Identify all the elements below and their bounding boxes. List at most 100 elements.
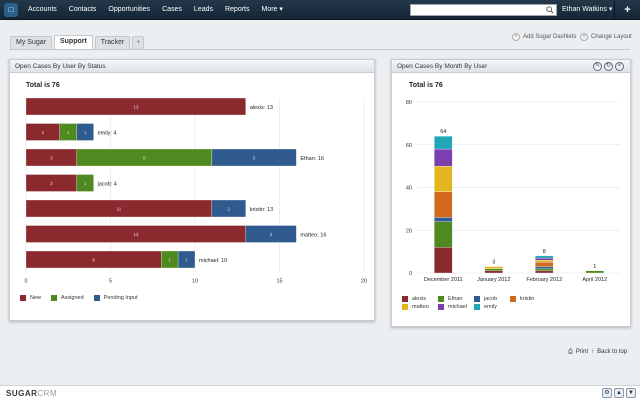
legend-item[interactable]: Ethan <box>438 295 474 303</box>
bar-segment <box>434 217 453 222</box>
bar-value-label: 2 <box>228 207 231 212</box>
legend-item[interactable]: alexis <box>402 295 438 303</box>
bar-value-label: 13 <box>133 105 139 110</box>
bar-segment <box>535 255 554 259</box>
x-tick-label: 15 <box>276 279 282 285</box>
nav-opportunities[interactable]: Opportunities <box>108 6 151 13</box>
bar-value-label: 3 <box>270 232 273 237</box>
legend-item[interactable]: emily <box>474 303 510 311</box>
close-icon[interactable]: × <box>615 62 624 71</box>
legend-swatch <box>51 295 58 301</box>
legend-label: alexis <box>412 296 427 302</box>
legend-item[interactable]: jacob <box>474 295 510 303</box>
bar-segment <box>484 270 503 274</box>
bar-total-label: 8 <box>543 249 546 255</box>
tab-tracker[interactable]: Tracker <box>94 36 131 49</box>
change-layout-action[interactable]: + Change Layout <box>580 33 632 41</box>
bar-segment <box>434 191 453 218</box>
bar-segment <box>535 270 554 274</box>
bar-total-label: matteo: 16 <box>300 233 326 239</box>
bar-value-label: 3 <box>50 181 53 186</box>
bar-segment <box>76 123 94 141</box>
bar-value-label: 1 <box>185 258 188 263</box>
bar-total-label: jacob: 4 <box>97 182 117 188</box>
sugar-cube-logo-icon[interactable]: □ <box>4 3 18 17</box>
x-tick-label: April 2012 <box>582 277 607 283</box>
legend-swatch <box>438 296 444 302</box>
bar-segment <box>535 260 554 263</box>
legend-item[interactable]: kristin <box>510 295 546 303</box>
add-dashlets-action[interactable]: + Add Sugar Dashlets <box>512 33 576 41</box>
search-icon[interactable] <box>546 6 554 14</box>
bar-segment <box>484 268 503 272</box>
y-tick-label: 80 <box>406 100 412 106</box>
bottom-icons: ⚙ ▲ ▼ <box>602 388 636 398</box>
global-search-input[interactable] <box>410 4 557 16</box>
dashlet-tools: ✎ ↻ × <box>593 62 624 71</box>
legend-item[interactable]: michael <box>438 303 474 311</box>
legend-item[interactable]: New <box>20 294 41 302</box>
bar-segment <box>535 257 554 261</box>
sidebar-toggle-icon[interactable]: ▲ <box>614 388 624 398</box>
legend-swatch <box>93 295 100 301</box>
nav-contacts[interactable]: Contacts <box>68 6 97 13</box>
add-tab-button[interactable]: + <box>132 36 145 49</box>
nav-cases[interactable]: Cases <box>162 6 182 13</box>
bar-segment <box>535 262 554 267</box>
legend-swatch <box>402 296 408 302</box>
tab-divider <box>10 49 630 50</box>
tab-support[interactable]: Support <box>53 35 93 49</box>
legend-swatch <box>510 296 516 302</box>
nav-reports[interactable]: Reports <box>224 6 250 13</box>
bar-total-label: 64 <box>440 129 446 135</box>
x-tick-label: December 2011 <box>424 277 463 283</box>
quick-create-button[interactable]: + <box>614 0 640 20</box>
bar-segment <box>434 221 453 248</box>
dashlet-title[interactable]: Open Cases By Month By User <box>392 60 630 73</box>
nav-leads[interactable]: Leads <box>193 6 213 13</box>
back-to-top-link[interactable]: Back to top <box>597 349 628 355</box>
dashlet-title[interactable]: Open Cases By User By Status <box>10 60 374 73</box>
print-link[interactable]: Print <box>575 349 589 355</box>
chevron-down-icon[interactable]: ▼ <box>626 388 636 398</box>
settings-icon[interactable]: ⚙ <box>602 388 612 398</box>
y-tick-label: 0 <box>409 271 412 277</box>
bar-value-label: 5 <box>253 156 256 161</box>
legend-item[interactable]: Pending Input <box>93 294 138 302</box>
bar-total-label: Ethan: 16 <box>300 156 324 162</box>
legend-item[interactable]: Assigned <box>51 294 84 302</box>
bar-value-label: 8 <box>143 156 146 161</box>
bar-segment <box>211 199 246 218</box>
bar-value-label: 1 <box>84 130 87 135</box>
nav-accounts[interactable]: Accounts <box>28 6 57 13</box>
bar-value-label: 11 <box>117 207 122 212</box>
legend-label: Assigned <box>61 295 84 301</box>
dashboard-tabs: My Sugar Support Tracker + <box>10 35 146 49</box>
legend-swatch <box>438 304 444 310</box>
x-tick-label: 0 <box>24 279 27 285</box>
bar-segment <box>585 270 604 274</box>
add-dashlets-link[interactable]: Add Sugar Dashlets <box>523 34 577 40</box>
legend-label: matteo <box>412 304 429 310</box>
legend-label: New <box>30 295 42 301</box>
brand-sugar: SUGAR <box>6 389 38 398</box>
change-layout-link[interactable]: Change Layout <box>591 34 632 40</box>
bar-segment <box>177 250 196 269</box>
legend-label: Ethan <box>448 296 463 302</box>
refresh-icon[interactable]: ↻ <box>604 62 613 71</box>
chart-total: Total is 76 <box>409 82 443 89</box>
edit-icon[interactable]: ✎ <box>593 62 602 71</box>
user-menu[interactable]: Ethan Watkins ▾ <box>562 6 613 13</box>
y-tick-label: 60 <box>406 143 412 149</box>
bar-segment <box>434 148 453 167</box>
bar-segment <box>211 148 297 167</box>
legend-label: kristin <box>520 296 535 302</box>
legend-item[interactable]: matteo <box>402 303 438 311</box>
brand-crm: CRM <box>37 389 58 398</box>
tab-my-sugar[interactable]: My Sugar <box>10 36 52 49</box>
nav-more[interactable]: More ▾ <box>261 6 283 13</box>
chart-total: Total is 76 <box>26 82 60 89</box>
bar-total-label: 1 <box>593 264 596 270</box>
legend-swatch <box>474 296 480 302</box>
